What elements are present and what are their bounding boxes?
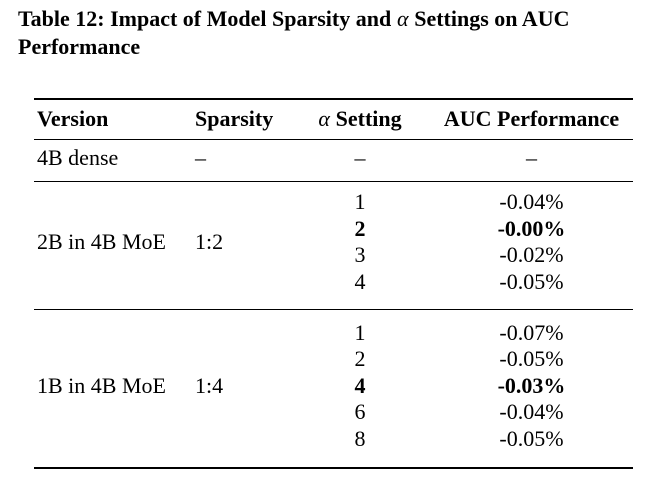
cell-alpha-setting: 2 [354, 215, 366, 241]
cell-sparsity: 1:4 [195, 372, 224, 398]
column-header-alpha-setting: α Setting [290, 108, 430, 130]
cell-auc: -0.05% [499, 425, 564, 451]
caption-line-2: Performance [18, 34, 141, 59]
table-header-row: Version Sparsity α Setting AUC Performanc… [34, 100, 633, 138]
table-group-4b-dense: 4B dense – – – [34, 140, 633, 180]
cell-alpha-setting: 1 [354, 319, 366, 345]
caption-line-1: Table 12: Impact of Model Sparsity and α S… [18, 5, 658, 33]
cell-auc: -0.04% [499, 399, 564, 425]
cell-alpha-setting: 4 [354, 268, 366, 294]
cell-auc: -0.02% [499, 242, 564, 268]
table-bottom-rule [34, 466, 633, 470]
cell-auc: -0.07% [499, 319, 564, 345]
caption-suffix: Settings on AUC [414, 6, 570, 31]
cell-alpha-setting: – [354, 144, 366, 170]
setting-label: Setting [335, 106, 402, 131]
cell-auc: -0.05% [499, 268, 564, 294]
cell-sparsity: – [195, 144, 206, 170]
cell-alpha-setting: 6 [354, 399, 366, 425]
cell-alpha-setting: 8 [354, 425, 366, 451]
table-group-1b-in-4b-moe: 1B in 4B MoE 1:4 1 -0.07% 2 -0.05% 4 -0.… [34, 310, 633, 452]
table-top-rule [34, 98, 633, 101]
cell-sparsity: 1:2 [195, 229, 224, 254]
table-midrule-1 [34, 180, 633, 182]
cell-alpha-setting: 4 [354, 372, 366, 398]
column-header-auc: AUC Performance [443, 106, 620, 131]
column-header-version: Version [37, 106, 109, 131]
cell-auc: -0.05% [499, 346, 564, 372]
cell-alpha-setting: 3 [354, 242, 366, 268]
cell-auc: -0.04% [499, 189, 564, 215]
table-group-2b-in-4b-moe: 2B in 4B MoE 1:2 1 -0.04% 2 -0.00% 3 -0.… [34, 182, 633, 295]
table-header-rule [34, 138, 633, 141]
cell-version: 4B dense [37, 144, 119, 170]
cell-alpha-setting: 1 [354, 189, 366, 215]
cell-auc: – [526, 144, 537, 170]
cell-version: 1B in 4B MoE [37, 372, 166, 398]
table-midrule-2 [34, 308, 633, 311]
alpha-symbol: α [396, 6, 409, 31]
caption-prefix: Table 12: Impact of Model Sparsity and [18, 6, 392, 31]
cell-alpha-setting: 2 [354, 346, 366, 372]
cell-auc: -0.00% [497, 215, 566, 241]
cell-auc: -0.03% [497, 372, 566, 398]
cell-version: 2B in 4B MoE [37, 229, 166, 254]
table-caption: Table 12: Impact of Model Sparsity and α S… [18, 5, 658, 61]
alpha-symbol: α [318, 106, 330, 131]
column-header-sparsity: Sparsity [195, 106, 274, 131]
